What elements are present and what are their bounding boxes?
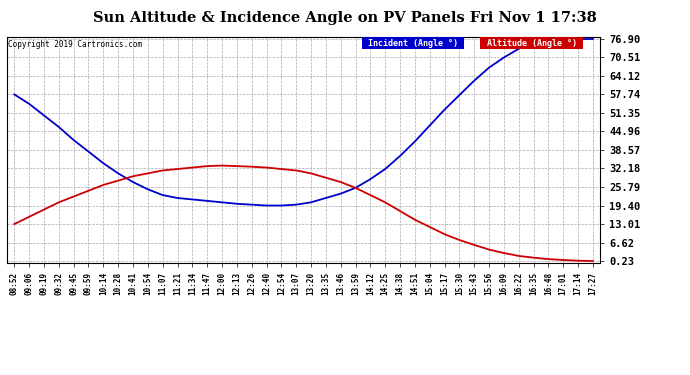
Text: Incident (Angle °): Incident (Angle °) — [363, 39, 463, 48]
Text: Altitude (Angle °): Altitude (Angle °) — [482, 39, 582, 48]
Text: Sun Altitude & Incidence Angle on PV Panels Fri Nov 1 17:38: Sun Altitude & Incidence Angle on PV Pan… — [93, 11, 597, 25]
Text: Copyright 2019 Cartronics.com: Copyright 2019 Cartronics.com — [8, 40, 142, 49]
